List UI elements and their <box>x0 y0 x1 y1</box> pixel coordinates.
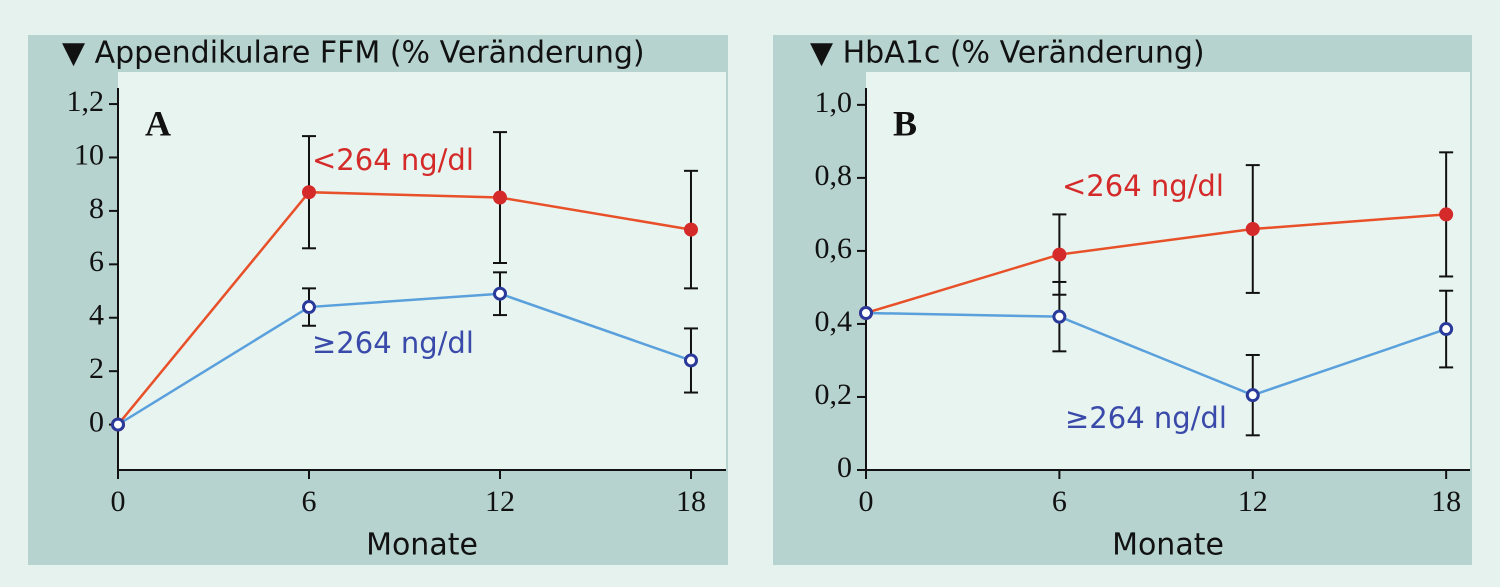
x-tick-label: 18 <box>676 485 706 518</box>
y-tick-label: 6 <box>89 245 104 278</box>
x-tick-label: 0 <box>111 485 126 518</box>
x-tick-label: 12 <box>485 485 515 518</box>
y-tick-label: 10 <box>74 138 104 171</box>
series-label: <264 ng/dl <box>312 143 474 177</box>
data-point <box>1439 322 1454 337</box>
data-point <box>492 190 507 205</box>
data-point <box>1052 309 1067 324</box>
x-tick-label: 12 <box>1238 485 1268 518</box>
series-label: <264 ng/dl <box>1062 169 1224 203</box>
data-point <box>683 353 698 368</box>
x-tick-label: 18 <box>1431 485 1461 518</box>
x-tick-label: 0 <box>859 485 874 518</box>
data-point <box>1245 222 1260 237</box>
series-line <box>117 190 692 426</box>
x-tick-label: 6 <box>301 485 316 518</box>
data-point <box>1439 207 1454 222</box>
y-tick-label: 0 <box>89 405 104 438</box>
x-tick-label: 6 <box>1052 485 1067 518</box>
panel-label: B <box>893 103 917 143</box>
panel-title: ▼ Appendikulare FFM (% Veränderung) <box>62 36 645 71</box>
y-tick-label: 8 <box>89 192 104 225</box>
data-point <box>111 417 125 432</box>
panel-label: A <box>145 103 171 143</box>
plot-area <box>118 72 726 470</box>
series-line <box>117 292 692 426</box>
y-tick-label: 1,0 <box>815 86 853 119</box>
data-point <box>859 305 873 320</box>
y-tick-label: 0,6 <box>815 232 853 265</box>
y-tick-label: 0,8 <box>815 159 853 192</box>
data-point <box>683 222 698 237</box>
data-point <box>1245 388 1260 403</box>
y-tick-label: 4 <box>89 299 104 332</box>
data-point <box>492 286 507 301</box>
series-label: ≥264 ng/dl <box>1065 401 1227 435</box>
x-axis-label: Monate <box>366 528 478 563</box>
y-tick-label: 2 <box>89 352 104 385</box>
plot-area <box>866 72 1470 470</box>
data-point <box>301 185 316 200</box>
series-line <box>865 213 1447 315</box>
series-line <box>865 311 1447 397</box>
data-point <box>301 300 316 315</box>
y-tick-label: 0,2 <box>815 378 853 411</box>
x-axis-label: Monate <box>1112 528 1224 563</box>
series-label: ≥264 ng/dl <box>312 326 474 360</box>
y-tick-label: 1,2 <box>67 85 105 118</box>
panel-title: ▼ HbA1c (% Veränderung) <box>810 36 1205 71</box>
data-point <box>1052 247 1067 262</box>
y-tick-label: 0,4 <box>815 305 853 338</box>
y-tick-label: 0 <box>837 451 852 484</box>
